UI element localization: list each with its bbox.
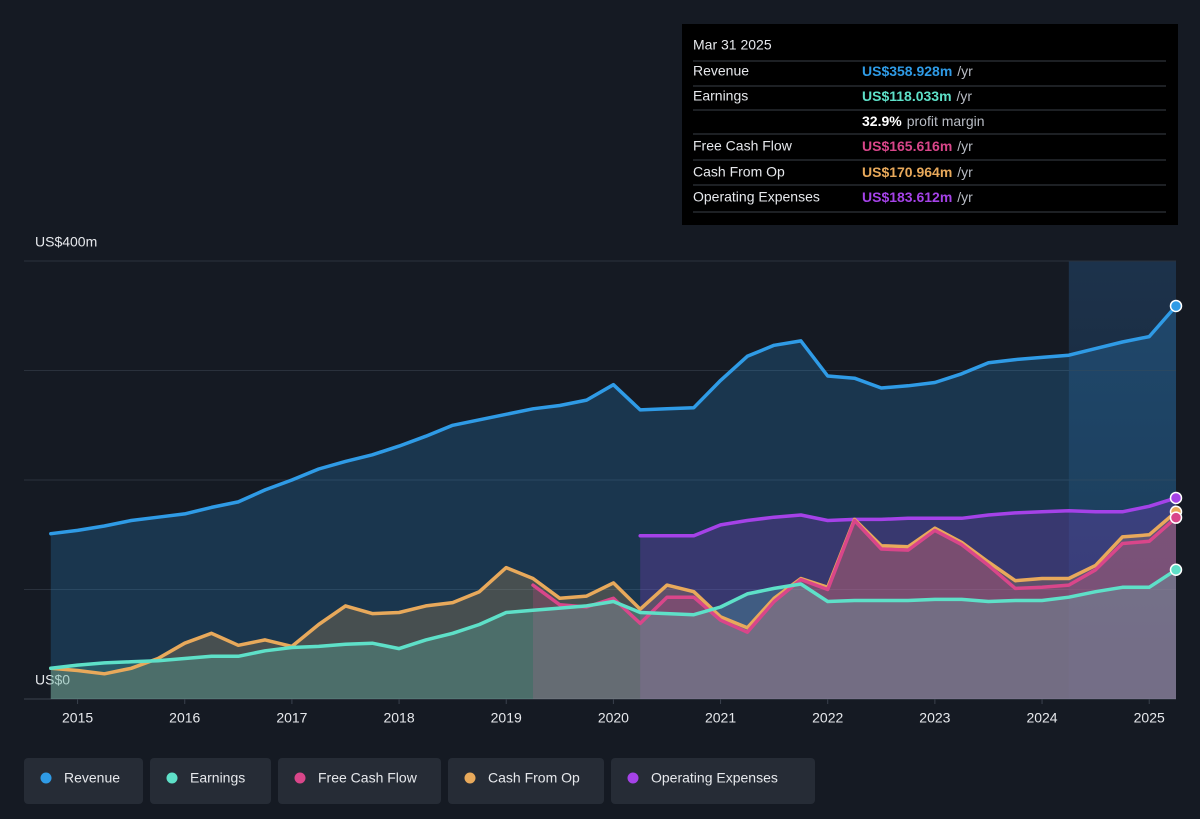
legend-label: Operating Expenses (651, 770, 778, 786)
x-tick-label: 2022 (812, 710, 843, 726)
end-dot (1169, 299, 1183, 313)
legend-item[interactable]: Cash From Op (448, 758, 604, 804)
legend-swatch (166, 772, 178, 784)
legend-swatch (464, 772, 476, 784)
tooltip-value: US$358.928m/yr (862, 63, 973, 79)
series-line (531, 515, 1178, 634)
legend-label: Revenue (64, 770, 120, 786)
legend-swatch (627, 772, 639, 784)
y-tick-label: US$400m (35, 234, 97, 250)
x-tick-label: 2025 (1134, 710, 1165, 726)
legend-swatch (294, 772, 306, 784)
x-tick-label: 2017 (276, 710, 307, 726)
x-tick-label: 2021 (705, 710, 736, 726)
tooltip-unit: /yr (957, 63, 973, 79)
tooltip-label: Operating Expenses (693, 189, 820, 205)
tooltip-unit: /yr (957, 164, 973, 180)
legend-label: Free Cash Flow (318, 770, 418, 786)
legend-swatch (40, 772, 52, 784)
tooltip-unit: /yr (957, 138, 973, 154)
end-dot (1169, 511, 1183, 524)
legend-item[interactable]: Free Cash Flow (278, 758, 441, 804)
tooltip-value: US$118.033m/yr (862, 88, 972, 104)
tooltip-unit: /yr (957, 88, 973, 104)
tooltip-label: Revenue (693, 63, 749, 79)
y-tick-label: US$0 (35, 672, 70, 688)
margin-label: profit margin (907, 113, 985, 129)
plot-area: US$0 US$400m 2015 2016 2017 2018 2019 2020 2021 2… (24, 234, 1183, 726)
legend-item[interactable]: Operating Expenses (611, 758, 815, 804)
series-line (49, 304, 1178, 536)
tooltip-margin: 32.9% profit margin (862, 113, 985, 129)
tooltip-value: US$170.964m/yr (862, 164, 973, 180)
tooltip-value: US$183.612m/yr (862, 189, 973, 205)
series-area (533, 517, 1176, 699)
margin-value: 32.9% (862, 113, 902, 129)
tooltip-amount: US$170.964m (862, 164, 952, 180)
end-dot (1169, 491, 1183, 505)
series-area (50, 511, 1177, 699)
x-tick-label: 2023 (919, 710, 950, 726)
legend-bg (24, 758, 143, 804)
legend-label: Earnings (190, 770, 245, 786)
legend-item[interactable]: Earnings (150, 758, 271, 804)
tooltip: Mar 31 2025 Revenue US$358.928m/yr Earning… (682, 24, 1178, 225)
end-dot (1169, 563, 1183, 577)
x-tick-label: 2015 (62, 710, 93, 726)
x-tick-label: 2016 (169, 710, 200, 726)
tooltip-amount: US$165.616m (862, 138, 952, 154)
tooltip-amount: US$358.928m (862, 63, 952, 79)
tooltip-label: Cash From Op (693, 164, 785, 180)
legend: Revenue Earnings Free Cash Flow Cash From O… (24, 758, 815, 804)
series-line (49, 510, 1178, 676)
tooltip-date: Mar 31 2025 (693, 37, 772, 53)
legend-label: Cash From Op (488, 770, 580, 786)
series-line (638, 496, 1178, 538)
legend-bg (278, 758, 441, 804)
series-line (49, 568, 1178, 671)
tooltip-label: Earnings (693, 88, 748, 104)
x-tick-label: 2024 (1026, 710, 1057, 726)
legend-item[interactable]: Revenue (24, 758, 143, 804)
x-tick-label: 2018 (383, 710, 414, 726)
tooltip-unit: /yr (957, 189, 973, 205)
legend-bg (150, 758, 271, 804)
legend-bg (611, 758, 815, 804)
x-tick-label: 2020 (598, 710, 629, 726)
series-area (640, 497, 1176, 699)
tooltip-value: US$165.616m/yr (862, 138, 973, 154)
tooltip-amount: US$183.612m (862, 189, 952, 205)
x-tick-label: 2019 (491, 710, 522, 726)
tooltip-label: Free Cash Flow (693, 138, 793, 154)
tooltip-amount: US$118.033m (862, 88, 952, 104)
legend-bg (448, 758, 604, 804)
tooltip-bg (682, 24, 1178, 225)
